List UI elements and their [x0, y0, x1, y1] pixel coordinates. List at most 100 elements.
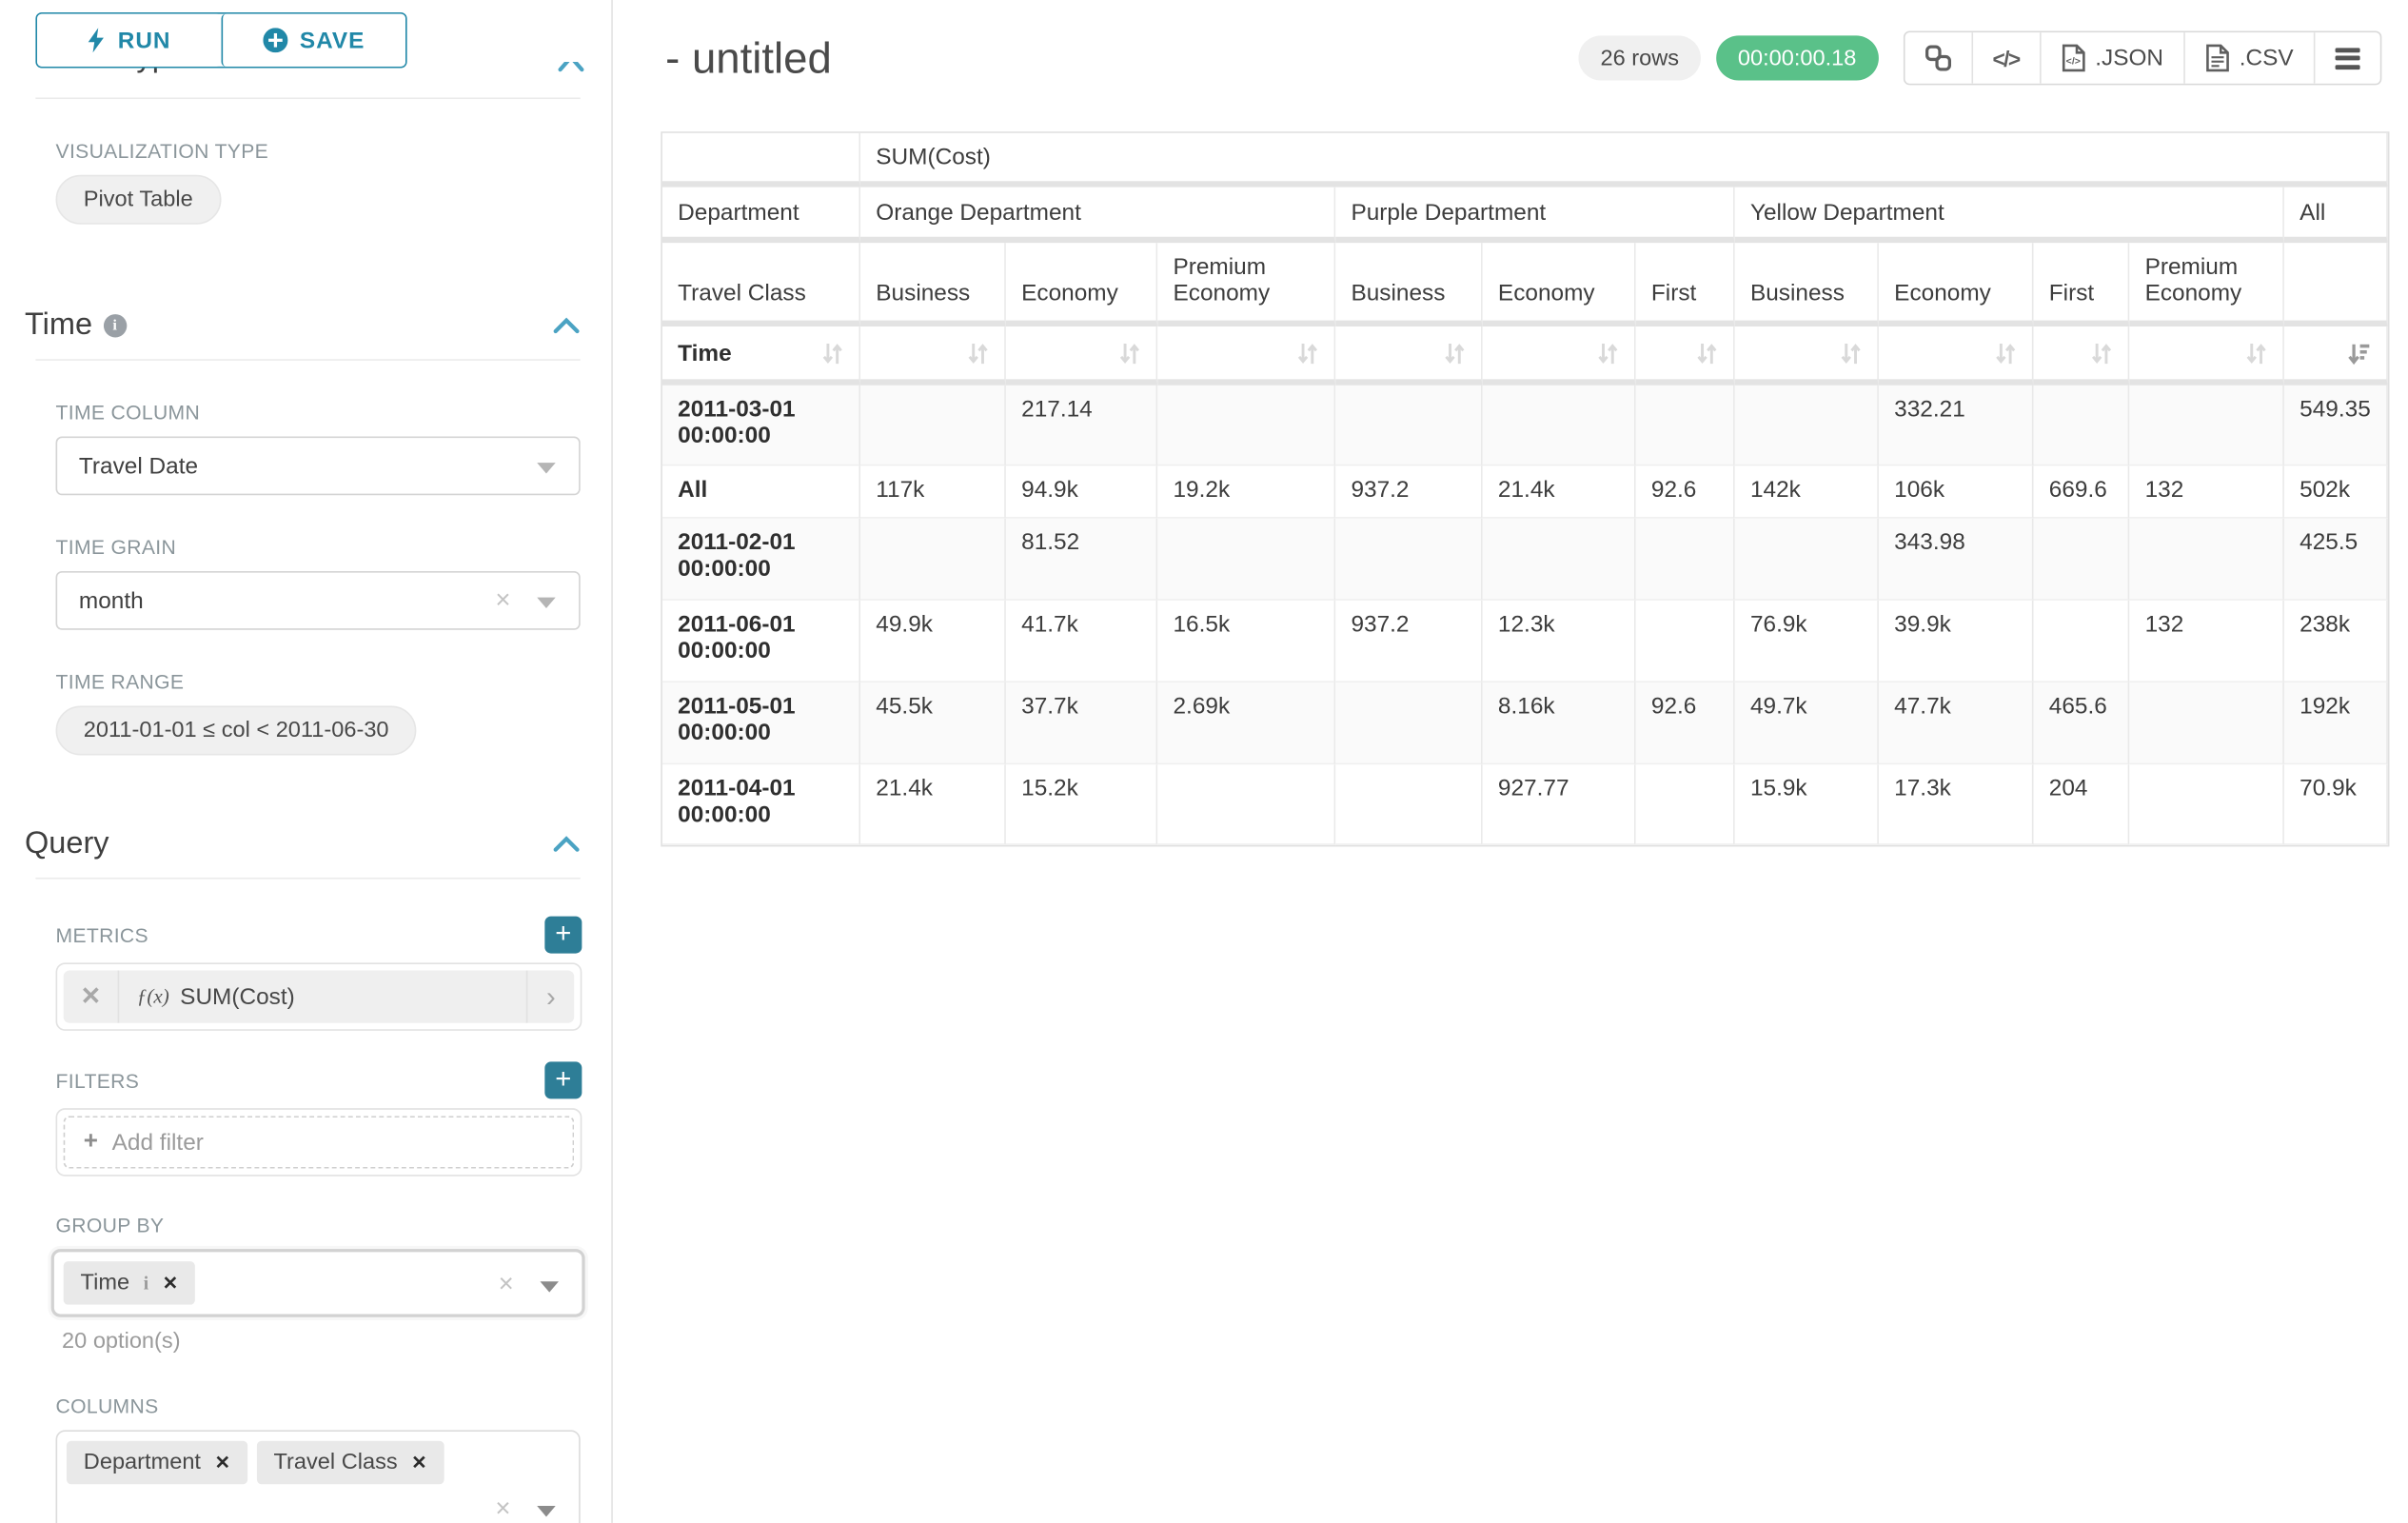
add-filter-button[interactable]: + — [544, 1061, 582, 1099]
value-cell: 81.52 — [1005, 518, 1158, 601]
clear-icon[interactable]: × — [498, 1269, 514, 1299]
column-sort-header[interactable] — [1878, 326, 2034, 386]
remove-tag-icon[interactable]: ✕ — [214, 1452, 230, 1474]
value-cell: 106k — [1878, 465, 2034, 519]
department-header-row: Department Orange Department Purple Depart… — [661, 187, 2388, 244]
travel-class-header: First — [2033, 243, 2130, 327]
sort-icon — [1996, 343, 2016, 364]
time-range-value[interactable]: 2011-01-01 ≤ col < 2011-06-30 — [55, 705, 417, 756]
control-panel-sidebar: Chart Type RUN SAVE VISUALIZATION TYPE P… — [0, 0, 613, 1523]
value-cell: 47.7k — [1878, 682, 2034, 765]
value-cell — [1635, 764, 1735, 845]
chart-header: - untitled 26 rows 00:00:00.18 </> </> .… — [615, 0, 2408, 86]
pivot-table: SUM(Cost) Department Orange Department Purp… — [661, 131, 2390, 847]
value-cell — [1335, 385, 1483, 466]
menu-button[interactable] — [2313, 32, 2380, 84]
export-json-button[interactable]: </> .JSON — [2039, 32, 2184, 84]
column-sort-header[interactable] — [2129, 326, 2284, 386]
remove-tag-icon[interactable]: ✕ — [162, 1272, 179, 1295]
value-cell — [1734, 385, 1879, 466]
sort-icon — [968, 343, 988, 364]
metrics-control: ✕ ƒ(x) SUM(Cost) › — [55, 962, 582, 1031]
value-cell: 37.7k — [1005, 682, 1158, 765]
chevron-right-icon[interactable]: › — [525, 970, 574, 1023]
filters-control: + Add filter — [55, 1108, 582, 1177]
csv-file-icon — [2206, 44, 2229, 72]
row-dim-sort-header[interactable]: Time — [661, 326, 861, 386]
clear-icon[interactable]: × — [495, 584, 511, 615]
bolt-icon — [88, 28, 105, 53]
tag-label: Time — [80, 1270, 130, 1296]
group-by-select[interactable]: Time i ✕ × — [50, 1249, 585, 1317]
add-filter-dropzone[interactable]: + Add filter — [63, 1116, 575, 1169]
column-sort-header[interactable] — [1482, 326, 1636, 386]
value-cell — [2129, 682, 2284, 765]
columns-select[interactable]: Department ✕ Travel Class ✕ × — [55, 1430, 581, 1523]
value-cell: 94.9k — [1005, 465, 1158, 519]
value-cell: 937.2 — [1335, 600, 1483, 683]
add-metric-button[interactable]: + — [544, 916, 582, 954]
row-label: All — [661, 465, 861, 519]
chart-type-collapse-icon[interactable] — [557, 62, 584, 72]
selected-option-tag[interactable]: Time i ✕ — [63, 1261, 196, 1305]
value-cell — [1482, 518, 1636, 601]
value-cell: 92.6 — [1635, 465, 1735, 519]
clear-icon[interactable]: × — [495, 1493, 511, 1523]
value-cell: 21.4k — [1482, 465, 1636, 519]
value-cell — [1157, 518, 1336, 601]
time-column-label: TIME COLUMN — [55, 401, 201, 425]
save-button[interactable]: SAVE — [220, 13, 406, 67]
value-cell: 927.77 — [1482, 764, 1636, 845]
value-cell — [2033, 600, 2130, 683]
column-sort-header[interactable] — [1335, 326, 1483, 386]
time-column-select[interactable]: Travel Date — [55, 436, 581, 496]
travel-class-header: Economy — [1878, 243, 2034, 327]
share-link-button[interactable] — [1904, 32, 1971, 84]
value-cell — [1635, 600, 1735, 683]
column-sort-header[interactable] — [860, 326, 1006, 386]
remove-metric-icon[interactable]: ✕ — [64, 970, 120, 1023]
chart-title[interactable]: - untitled — [665, 32, 832, 82]
col-dim-department: Department — [661, 187, 861, 244]
column-sort-header[interactable] — [1635, 326, 1735, 386]
column-sort-header[interactable] — [1005, 326, 1158, 386]
info-icon: i — [103, 314, 127, 338]
export-csv-button[interactable]: .CSV — [2183, 32, 2314, 84]
column-sort-header[interactable] — [1734, 326, 1879, 386]
department-group-header: Yellow Department — [1734, 187, 2284, 244]
sort-icon — [1598, 343, 1618, 364]
sorted-column-header[interactable] — [2283, 326, 2388, 386]
metric-pill[interactable]: ✕ ƒ(x) SUM(Cost) › — [63, 970, 575, 1023]
travel-class-header: Economy — [1005, 243, 1158, 327]
chevron-up-icon[interactable] — [552, 317, 580, 334]
table-row: 2011-05-01 00:00:00 45.5k 37.7k 2.69k 8.16k 9… — [661, 682, 2388, 765]
value-cell — [1734, 518, 1879, 601]
view-query-button[interactable]: </> — [1970, 32, 2040, 84]
time-grain-select[interactable]: month × — [55, 570, 581, 630]
value-cell: 117k — [860, 465, 1006, 519]
remove-tag-icon[interactable]: ✕ — [411, 1452, 427, 1474]
columns-label: COLUMNS — [55, 1394, 159, 1418]
value-cell: 49.9k — [860, 600, 1006, 683]
column-sort-header[interactable] — [1157, 326, 1336, 386]
selected-option-tag[interactable]: Travel Class ✕ — [256, 1440, 444, 1485]
value-cell: 502k — [2283, 465, 2388, 519]
value-cell: 332.21 — [1878, 385, 2034, 466]
tag-label: Department — [83, 1450, 201, 1475]
visualization-type-value[interactable]: Pivot Table — [55, 174, 221, 225]
divider — [35, 359, 581, 361]
row-label: 2011-05-01 00:00:00 — [661, 682, 861, 765]
travel-class-header: Economy — [1482, 243, 1636, 327]
value-cell — [1335, 682, 1483, 765]
pivot-table-container: SUM(Cost) Department Orange Department Purp… — [661, 131, 2408, 847]
run-button[interactable]: RUN — [37, 13, 221, 67]
chevron-down-icon — [537, 1506, 556, 1517]
chevron-up-icon[interactable] — [552, 836, 580, 853]
sort-icon — [1297, 343, 1318, 364]
value-cell: 19.2k — [1157, 465, 1336, 519]
column-sort-header[interactable] — [2033, 326, 2130, 386]
plus-icon: + — [83, 1128, 98, 1155]
selected-option-tag[interactable]: Department ✕ — [66, 1440, 247, 1485]
value-cell — [860, 385, 1006, 466]
